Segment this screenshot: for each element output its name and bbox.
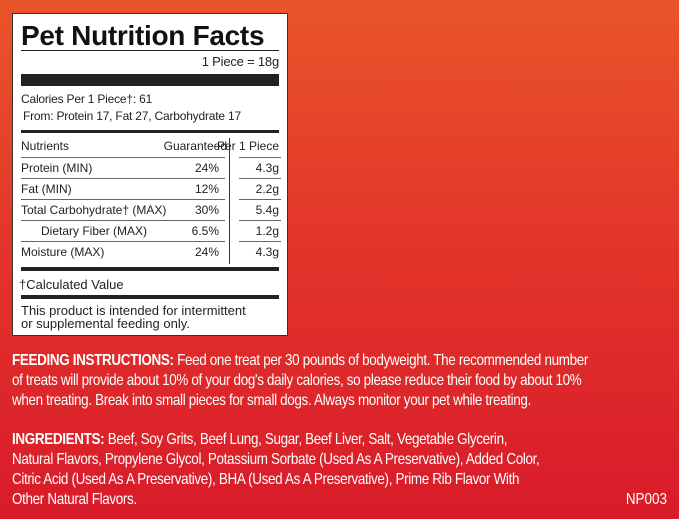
column-divider	[229, 138, 230, 264]
ingredients-line: Natural Flavors, Propylene Glycol, Potas…	[12, 451, 540, 468]
guaranteed-value: 30%	[194, 203, 219, 217]
per-piece-value: 4.3g	[255, 161, 279, 175]
ingredients-line: INGREDIENTS: Beef, Soy Grits, Beef Lung,…	[12, 431, 507, 449]
nutrient-name: Moisture (MAX)	[21, 245, 105, 259]
header-guaranteed: Guaranteed	[163, 139, 227, 153]
feeding-line: FEEDING INSTRUCTIONS: Feed one treat per…	[12, 352, 588, 370]
per-piece-value: 5.4g	[255, 203, 279, 217]
table-row: Protein (MIN) 24% 4.3g	[21, 158, 279, 179]
nutrient-name: Total Carbohydrate† (MAX)	[21, 203, 167, 217]
table-row: Dietary Fiber (MAX) 6.5% 1.2g	[21, 221, 279, 242]
calories-from: From: Protein 17, Fat 27, Carbohydrate 1…	[23, 109, 241, 123]
divider	[21, 50, 279, 51]
divider	[21, 267, 279, 271]
per-piece-value: 1.2g	[255, 224, 279, 238]
ingredients-label: INGREDIENTS:	[12, 431, 105, 448]
nutrition-facts-panel: Pet Nutrition Facts 1 Piece = 18g Calori…	[12, 13, 288, 336]
per-piece-value: 4.3g	[255, 245, 279, 259]
divider	[21, 295, 279, 299]
nutrient-name: Fat (MIN)	[21, 182, 72, 196]
nutrient-name: Protein (MIN)	[21, 161, 93, 175]
header-per-piece: Per 1 Piece	[216, 139, 279, 153]
feeding-label: FEEDING INSTRUCTIONS:	[12, 352, 174, 369]
table-row: Fat (MIN) 12% 2.2g	[21, 179, 279, 200]
feeding-line: of treats will provide about 10% of your…	[12, 372, 582, 389]
guaranteed-value: 6.5%	[191, 224, 219, 238]
footnote: †Calculated Value	[19, 277, 124, 292]
note-line: This product is intended for intermitten…	[21, 303, 246, 318]
divider	[21, 130, 279, 133]
guaranteed-value: 24%	[194, 245, 219, 259]
per-piece-value: 2.2g	[255, 182, 279, 196]
ingredients-line: Other Natural Flavors.	[12, 491, 137, 508]
table-header: Nutrients Guaranteed Per 1 Piece	[21, 136, 279, 157]
calories: Calories Per 1 Piece†: 61	[21, 92, 153, 106]
table-row: Total Carbohydrate† (MAX) 30% 5.4g	[21, 200, 279, 221]
header-nutrients: Nutrients	[21, 139, 70, 153]
table-row: Moisture (MAX) 24% 4.3g	[21, 242, 279, 263]
ingredients-line: Citric Acid (Used As A Preservative), BH…	[12, 471, 520, 488]
feeding-line: when treating. Break into small pieces f…	[12, 392, 531, 409]
product-code: NP003	[625, 491, 667, 508]
panel-title: Pet Nutrition Facts	[21, 20, 265, 51]
feeding-text: Feed one treat per 30 pounds of bodyweig…	[173, 352, 589, 369]
ingredients-text: Beef, Soy Grits, Beef Lung, Sugar, Beef …	[104, 431, 508, 448]
guaranteed-value: 24%	[194, 161, 219, 175]
serving-size: 1 Piece = 18g	[201, 54, 279, 69]
guaranteed-value: 12%	[194, 182, 219, 196]
thick-bar	[21, 74, 279, 86]
note-line: or supplemental feeding only.	[21, 316, 190, 331]
nutrient-name: Dietary Fiber (MAX)	[41, 224, 148, 238]
